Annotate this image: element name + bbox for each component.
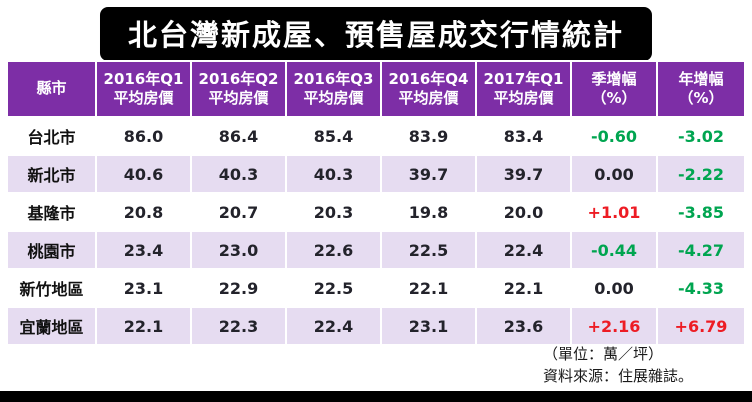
unit-label: （單位：萬／坪） (543, 345, 664, 363)
price-cell: 40.3 (285, 154, 382, 194)
price-cell: 40.3 (190, 154, 287, 194)
yoy-cell: -4.33 (656, 268, 744, 308)
price-cell: 86.4 (190, 116, 287, 156)
price-cell: 85.4 (285, 116, 382, 156)
price-cell: 20.7 (190, 192, 287, 232)
table-row: 基隆市 20.8 20.7 20.3 19.8 20.0 +1.01 -3.85 (8, 192, 744, 232)
col-header-line2: 平均房價 (493, 89, 554, 107)
col-header-line1: 2016年Q2 (198, 69, 279, 88)
price-cell: 22.1 (475, 268, 572, 308)
col-header-2016q2: 2016年Q2 平均房價 (190, 60, 287, 118)
col-header-line2: （%） (678, 89, 724, 107)
price-cell: 40.6 (95, 154, 192, 194)
city-cell: 基隆市 (8, 192, 97, 232)
price-cell: 39.7 (380, 154, 477, 194)
col-header-city: 縣市 (8, 60, 97, 118)
source-label: 資料來源：住展雜誌。 (543, 366, 694, 385)
col-header-2016q3: 2016年Q3 平均房價 (285, 60, 382, 118)
price-cell: 39.7 (475, 154, 572, 194)
price-cell: 23.1 (95, 268, 192, 308)
price-cell: 22.5 (285, 268, 382, 308)
col-header-line1: 2016年Q1 (103, 69, 184, 88)
table-row: 台北市 86.0 86.4 85.4 83.9 83.4 -0.60 -3.02 (8, 116, 744, 156)
price-cell: 23.6 (475, 306, 572, 346)
city-cell: 新竹地區 (8, 268, 97, 308)
col-header-line1: 2016年Q3 (293, 69, 374, 88)
price-cell: 22.4 (475, 230, 572, 270)
col-header-line1: 2017年Q1 (483, 69, 564, 88)
table-body: 台北市 86.0 86.4 85.4 83.9 83.4 -0.60 -3.02 新北市 40.6… (8, 116, 744, 346)
price-cell: 22.1 (95, 306, 192, 346)
col-header-qoq: 季增幅 （%） (570, 60, 658, 118)
city-cell: 新北市 (8, 154, 97, 194)
price-cell: 20.3 (285, 192, 382, 232)
price-cell: 83.9 (380, 116, 477, 156)
price-cell: 22.6 (285, 230, 382, 270)
col-header-yoy: 年增幅 （%） (656, 60, 744, 118)
price-cell: 22.5 (380, 230, 477, 270)
yoy-cell: -2.22 (656, 154, 744, 194)
page-title: 北台灣新成屋、預售屋成交行情統計 (99, 7, 653, 61)
price-cell: 22.3 (190, 306, 287, 346)
qoq-cell: 0.00 (570, 268, 658, 308)
price-cell: 20.8 (95, 192, 192, 232)
col-header-2016q1: 2016年Q1 平均房價 (95, 60, 192, 118)
col-header-line1: 2016年Q4 (388, 69, 469, 88)
table-row: 宜蘭地區 22.1 22.3 22.4 23.1 23.6 +2.16 +6.79 (8, 306, 744, 346)
footer-note: （單位：萬／坪） 資料來源：住展雜誌。 (543, 344, 693, 388)
qoq-cell: 0.00 (570, 154, 658, 194)
col-header-2016q4: 2016年Q4 平均房價 (380, 60, 477, 118)
stats-table-wrap: 縣市 2016年Q1 平均房價 2016年Q2 平均房價 2016年Q3 平均房… (8, 60, 744, 346)
yoy-cell: +6.79 (656, 306, 744, 346)
city-cell: 台北市 (8, 116, 97, 156)
price-cell: 83.4 (475, 116, 572, 156)
col-header-2017q1: 2017年Q1 平均房價 (475, 60, 572, 118)
col-header-line1: 季增幅 (591, 69, 637, 88)
qoq-cell: -0.60 (570, 116, 658, 156)
yoy-cell: -4.27 (656, 230, 744, 270)
price-cell: 22.4 (285, 306, 382, 346)
price-cell: 86.0 (95, 116, 192, 156)
bottom-bar (0, 391, 752, 402)
price-cell: 23.1 (380, 306, 477, 346)
city-cell: 宜蘭地區 (8, 306, 97, 346)
price-cell: 23.0 (190, 230, 287, 270)
price-cell: 23.4 (95, 230, 192, 270)
qoq-cell: +1.01 (570, 192, 658, 232)
price-cell: 22.9 (190, 268, 287, 308)
table-row: 新北市 40.6 40.3 40.3 39.7 39.7 0.00 -2.22 (8, 154, 744, 194)
col-header-line2: 平均房價 (303, 89, 364, 107)
table-row: 桃園市 23.4 23.0 22.6 22.5 22.4 -0.44 -4.27 (8, 230, 744, 270)
price-cell: 20.0 (475, 192, 572, 232)
table-row: 新竹地區 23.1 22.9 22.5 22.1 22.1 0.00 -4.33 (8, 268, 744, 308)
qoq-cell: +2.16 (570, 306, 658, 346)
yoy-cell: -3.85 (656, 192, 744, 232)
col-header-line2: （%） (591, 89, 637, 107)
price-cell: 19.8 (380, 192, 477, 232)
col-header-line2: 平均房價 (398, 89, 459, 107)
qoq-cell: -0.44 (570, 230, 658, 270)
yoy-cell: -3.02 (656, 116, 744, 156)
header-row: 縣市 2016年Q1 平均房價 2016年Q2 平均房價 2016年Q3 平均房… (8, 60, 744, 118)
stats-table: 縣市 2016年Q1 平均房價 2016年Q2 平均房價 2016年Q3 平均房… (8, 60, 744, 346)
col-header-line2: 平均房價 (208, 89, 269, 107)
col-header-label: 縣市 (36, 79, 67, 98)
city-cell: 桃園市 (8, 230, 97, 270)
col-header-line1: 年增幅 (678, 69, 724, 88)
col-header-line2: 平均房價 (113, 89, 174, 107)
price-cell: 22.1 (380, 268, 477, 308)
